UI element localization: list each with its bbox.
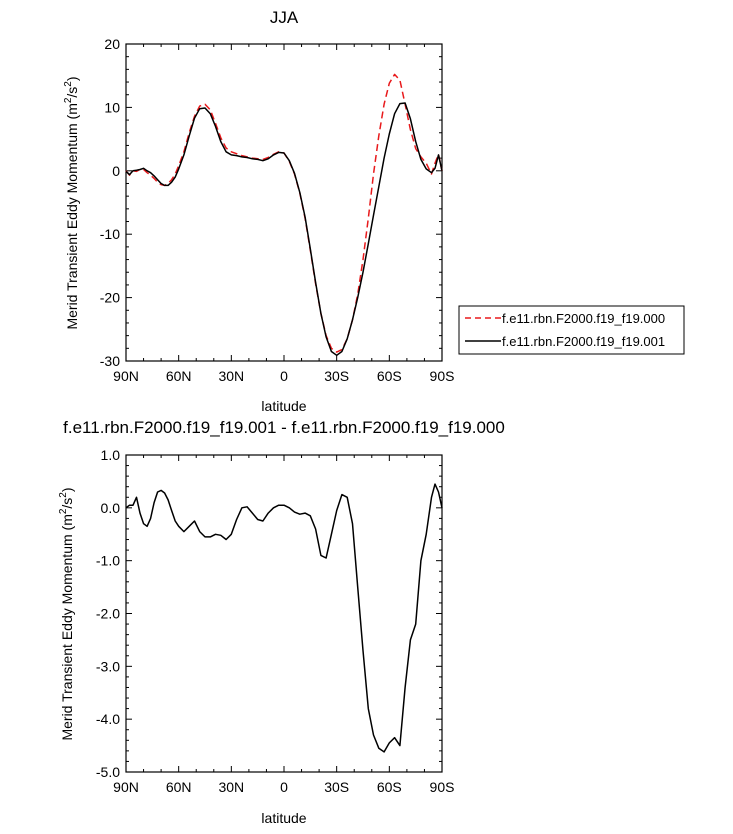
bottom-x-tick-label: 90N <box>113 779 139 795</box>
top-legend: f.e11.rbn.F2000.f19_f19.000 f.e11.rbn.F2… <box>458 305 685 355</box>
bottom-y-tick-label: -1.0 <box>96 553 120 569</box>
legend-label-series-1: f.e11.rbn.F2000.f19_f19.001 <box>502 334 665 349</box>
bottom-y-tick-label: -2.0 <box>96 606 120 622</box>
bottom-y-tick-label: -5.0 <box>96 764 120 780</box>
bottom-x-tick-label: 90S <box>430 779 455 795</box>
bottom-chart: f.e11.rbn.F2000.f19_f19.001 - f.e11.rbn.… <box>58 418 505 826</box>
top-x-tick-label: 90S <box>430 368 455 384</box>
top-y-tick-label: 20 <box>104 36 120 52</box>
bottom-y-tick-label: -3.0 <box>96 658 120 674</box>
top-y-tick-label: 0 <box>112 163 120 179</box>
bottom-chart-title: f.e11.rbn.F2000.f19_f19.001 - f.e11.rbn.… <box>63 418 505 437</box>
top-x-tick-label: 90N <box>113 368 139 384</box>
top-y-tick-label: -10 <box>100 226 120 242</box>
top-x-tick-label: 30N <box>218 368 244 384</box>
bottom-x-axis-label: latitude <box>261 810 306 826</box>
top-chart: JJA 90N 60N 30N 0 30S 60S 90S 20 10 0 -10 -20 -30 la… <box>63 8 685 414</box>
top-plot-frame <box>125 43 443 362</box>
bottom-plot-frame <box>125 454 443 773</box>
top-series-line-1 <box>125 102 443 357</box>
top-axis-ticks: 90N 60N 30N 0 30S 60S 90S 20 10 0 -10 -20 -30 <box>100 36 455 384</box>
top-x-tick-label: 60N <box>166 368 192 384</box>
top-x-tick-label: 30S <box>324 368 349 384</box>
bottom-x-tick-label: 60N <box>166 779 192 795</box>
bottom-x-tick-label: 30N <box>218 779 244 795</box>
bottom-y-tick-label: 1.0 <box>101 447 121 463</box>
bottom-x-tick-label: 60S <box>377 779 402 795</box>
bottom-x-tick-label: 0 <box>280 779 288 795</box>
bottom-axis-ticks: 90N 60N 30N 0 30S 60S 90S 1.0 0.0 -1.0 -2.0 -3.0 -4.… <box>96 447 455 795</box>
top-y-tick-label: -20 <box>100 290 120 306</box>
bottom-y-tick-label: -4.0 <box>96 711 120 727</box>
top-chart-title: JJA <box>270 8 299 27</box>
bottom-series-group <box>125 483 443 753</box>
bottom-x-tick-label: 30S <box>324 779 349 795</box>
legend-label-series-0: f.e11.rbn.F2000.f19_f19.000 <box>502 311 665 326</box>
bottom-y-axis-label: Merid Transient Eddy Momentum (m2/s2) <box>58 487 75 740</box>
top-y-axis-label: Merid Transient Eddy Momentum (m2/s2) <box>63 76 80 329</box>
top-y-tick-label: -30 <box>100 353 120 369</box>
top-series-group <box>125 73 443 357</box>
top-x-tick-label: 0 <box>280 368 288 384</box>
top-x-axis-label: latitude <box>261 398 306 414</box>
bottom-y-tick-label: 0.0 <box>101 500 121 516</box>
top-y-tick-label: 10 <box>104 99 120 115</box>
legend-box <box>458 305 685 355</box>
bottom-series-line-0 <box>125 483 443 753</box>
top-x-tick-label: 60S <box>377 368 402 384</box>
